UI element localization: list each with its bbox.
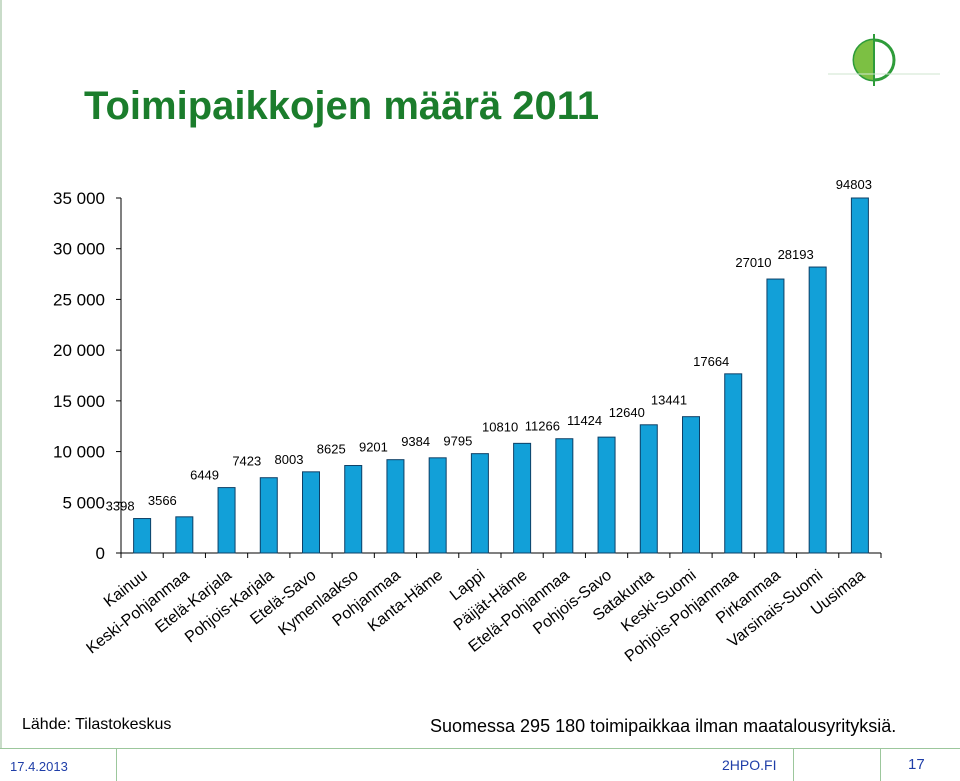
footer-divider xyxy=(793,749,794,781)
value-label: 27010 xyxy=(735,255,771,270)
page-number: 17 xyxy=(908,756,925,773)
bar xyxy=(682,416,700,554)
y-tick-label: 15 000 xyxy=(53,392,105,411)
summary-note: Suomessa 295 180 toimipaikkaa ilman maat… xyxy=(430,716,897,736)
value-label: 7423 xyxy=(232,454,261,469)
value-label: 3398 xyxy=(106,499,135,514)
value-label: 3566 xyxy=(148,493,177,508)
value-label: 12640 xyxy=(609,405,645,420)
bar xyxy=(808,266,827,554)
value-label: 11424 xyxy=(567,413,602,428)
value-label: 9384 xyxy=(401,434,430,449)
bar xyxy=(597,436,616,554)
value-label: 13441 xyxy=(651,393,687,408)
value-label: 10810 xyxy=(482,419,518,434)
value-label: 11266 xyxy=(525,419,560,434)
bar-chart: 0 5 000 10 000 15 000 20 000 25 000 30 000 35 0… xyxy=(53,177,882,666)
bar xyxy=(259,477,278,554)
company-logo xyxy=(828,34,940,86)
footer-divider xyxy=(116,749,117,781)
footer-bar: 17.4.2013 2HPO.FI 17 xyxy=(0,748,960,781)
bar xyxy=(470,453,489,554)
bar xyxy=(344,465,363,554)
bar xyxy=(513,442,532,554)
bar xyxy=(428,457,447,554)
bar xyxy=(386,459,405,554)
footer-site: 2HPO.FI xyxy=(722,757,777,773)
bar xyxy=(850,197,869,554)
y-tick-label: 30 000 xyxy=(53,240,105,259)
bar xyxy=(175,516,194,554)
left-border xyxy=(0,0,2,748)
y-tick-label: 35 000 xyxy=(53,189,105,208)
footer-date: 17.4.2013 xyxy=(10,759,68,774)
y-tick-label: 20 000 xyxy=(53,341,105,360)
value-label: 6449 xyxy=(190,468,219,483)
y-tick-label: 10 000 xyxy=(53,443,105,462)
y-tick-label: 25 000 xyxy=(53,290,105,309)
value-label: 94803 xyxy=(836,177,872,192)
bar xyxy=(724,373,743,554)
value-label: 17664 xyxy=(693,354,729,369)
value-label: 9795 xyxy=(443,434,472,449)
bar xyxy=(555,438,574,554)
value-label: 9201 xyxy=(359,440,388,455)
slide-title: Toimipaikkojen määrä 2011 xyxy=(84,84,600,128)
value-label: 8003 xyxy=(275,452,304,467)
y-tick-label: 5 000 xyxy=(62,493,105,512)
source-text: Lähde: Tilastokeskus xyxy=(22,716,172,733)
value-label: 8625 xyxy=(317,442,346,457)
bar xyxy=(302,471,320,554)
value-label: 28193 xyxy=(778,247,814,262)
bar xyxy=(766,278,785,554)
bar xyxy=(639,424,658,554)
y-tick-label: 0 xyxy=(96,544,105,563)
bar xyxy=(217,487,236,554)
footer-divider xyxy=(880,749,881,781)
bar xyxy=(133,518,152,554)
